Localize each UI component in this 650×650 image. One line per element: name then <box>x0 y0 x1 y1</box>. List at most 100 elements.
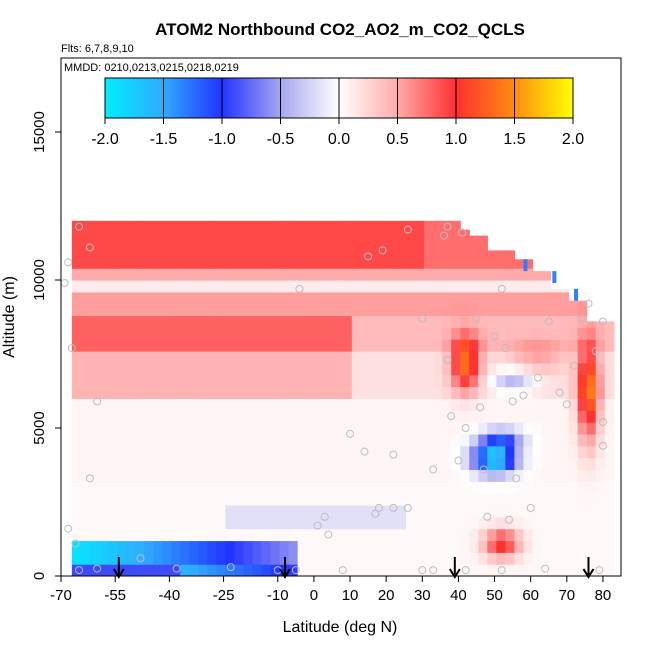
heatmap-cell <box>424 386 434 399</box>
heatmap-cell <box>586 374 597 388</box>
heatmap-cell <box>469 374 479 388</box>
heatmap-cell <box>180 422 190 435</box>
heatmap-cell <box>252 374 263 388</box>
heatmap-cell <box>541 339 552 352</box>
heatmap-cell <box>360 410 371 423</box>
heatmap-cell <box>243 457 254 471</box>
heatmap-cell <box>514 457 525 471</box>
heatmap-cell <box>595 398 606 411</box>
heatmap-cell <box>360 374 371 388</box>
heatmap-cell <box>126 516 136 530</box>
heatmap-cell <box>71 303 82 317</box>
heatmap-cell <box>568 564 579 576</box>
heatmap-cell <box>369 232 380 246</box>
heatmap-cell <box>297 516 308 530</box>
heatmap-cell <box>397 244 407 257</box>
heatmap-cell <box>351 422 362 435</box>
heatmap-cell <box>360 528 371 542</box>
heatmap-cell <box>505 280 516 293</box>
heatmap-cell <box>586 445 597 459</box>
flight-arrow <box>279 557 291 579</box>
heatmap-cell <box>487 564 497 576</box>
heatmap-cell <box>541 351 552 364</box>
heatmap-cell <box>397 493 407 506</box>
heatmap-cell <box>153 564 163 576</box>
heatmap-cell <box>171 268 181 281</box>
heatmap-cell <box>406 504 416 518</box>
heatmap-cell <box>288 516 299 530</box>
heatmap-cell <box>532 564 543 576</box>
heatmap-cell <box>387 374 398 388</box>
heatmap-cell <box>234 268 245 281</box>
heatmap-cell <box>604 493 615 506</box>
heatmap-cell <box>378 291 389 305</box>
heatmap-cell <box>80 327 91 340</box>
heatmap-cell <box>207 410 217 423</box>
heatmap-cell <box>306 327 317 340</box>
heatmap-cell <box>523 410 534 423</box>
heatmap-cell <box>397 327 407 340</box>
heatmap-cell <box>342 386 353 399</box>
heatmap-cell <box>198 291 208 305</box>
heatmap-cell <box>424 339 434 352</box>
heatmap-cell <box>532 469 543 482</box>
heatmap-cell <box>586 433 597 447</box>
observation-point <box>93 397 102 406</box>
heatmap-cell <box>604 516 615 530</box>
heatmap-cell <box>135 362 145 376</box>
heatmap-cell <box>369 422 380 435</box>
heatmap-cell <box>135 232 145 246</box>
heatmap-cell <box>297 422 308 435</box>
heatmap-cell <box>496 481 506 494</box>
heatmap-cell <box>387 315 398 328</box>
heatmap-cell <box>424 540 434 553</box>
heatmap-cell <box>189 327 199 340</box>
heatmap-cell <box>433 327 443 340</box>
heatmap-cell <box>117 469 127 482</box>
heatmap-cell <box>369 386 380 399</box>
heatmap-cell <box>162 469 172 482</box>
heatmap-cell <box>71 374 82 388</box>
colorbar-tick-label: -2.0 <box>91 131 119 148</box>
heatmap-cell <box>550 528 561 542</box>
heatmap-cell <box>532 516 543 530</box>
heatmap-cell <box>514 493 525 506</box>
heatmap-cell <box>586 327 597 340</box>
heatmap-cell <box>333 433 344 447</box>
heatmap-cell <box>252 386 263 399</box>
heatmap-cell <box>324 315 335 328</box>
heatmap-cell <box>478 469 488 482</box>
heatmap-cell <box>406 481 416 494</box>
heatmap-cell <box>162 268 172 281</box>
heatmap-cell <box>270 386 281 399</box>
heatmap-cell <box>180 268 190 281</box>
heatmap-cell <box>433 445 443 459</box>
heatmap-cell <box>324 362 335 376</box>
heatmap-cell <box>333 280 344 293</box>
heatmap-cell <box>487 374 497 388</box>
heatmap-cell <box>297 339 308 352</box>
x-tick-label: 0 <box>310 587 318 604</box>
heatmap-cell <box>144 457 154 471</box>
heatmap-cell <box>369 528 380 542</box>
observation-point <box>443 355 452 364</box>
heatmap-cell <box>532 540 543 553</box>
heatmap-cell <box>550 398 561 411</box>
heatmap-cell <box>71 410 82 423</box>
heatmap-cell <box>451 516 461 530</box>
heatmap-cell <box>415 268 425 281</box>
heatmap-cell <box>397 528 407 542</box>
heatmap-cell <box>577 300 588 305</box>
heatmap-cell <box>225 516 236 530</box>
heatmap-cell <box>478 481 488 494</box>
heatmap-cell <box>252 540 263 553</box>
heatmap-cell <box>342 481 353 494</box>
heatmap-cell <box>261 398 272 411</box>
heatmap-cell <box>117 303 127 317</box>
heatmap-cell <box>568 422 579 435</box>
heatmap-cell <box>397 220 407 234</box>
heatmap-cell <box>89 410 100 423</box>
heatmap-cell <box>98 410 109 423</box>
heatmap-cell <box>378 504 389 518</box>
heatmap-cell <box>424 220 434 234</box>
